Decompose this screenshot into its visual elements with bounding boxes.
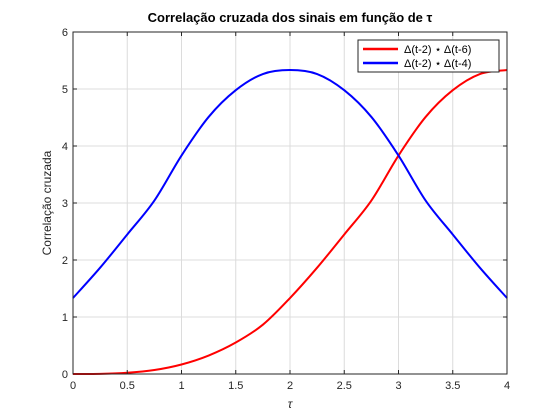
ticks: 0 0.5 1 1.5 2 2.5 3 3.5 4 0 1 2 3 4 5 6 <box>62 27 510 392</box>
legend: Δ(t-2) ⋆ Δ(t-6) Δ(t-2) ⋆ Δ(t-4) <box>357 39 500 73</box>
y-tick-label: 3 <box>62 198 68 210</box>
legend-entry-series-2: Δ(t-2) ⋆ Δ(t-4) <box>404 58 471 70</box>
y-tick-label: 4 <box>62 141 68 153</box>
x-axis-label: τ <box>288 397 294 411</box>
series-line-1 <box>72 69 508 376</box>
y-axis-label: Correlação cruzada <box>40 150 54 255</box>
x-tick-label: 3 <box>395 380 401 392</box>
x-tick-label: 2 <box>287 380 293 392</box>
x-tick-label: 0.5 <box>120 380 135 392</box>
y-tick-label: 5 <box>62 84 68 96</box>
x-tick-label: 1 <box>178 380 184 392</box>
y-tick-label: 1 <box>62 312 68 324</box>
x-tick-label: 1.5 <box>228 380 243 392</box>
x-tick-label: 3.5 <box>445 380 460 392</box>
chart-title: Correlação cruzada dos sinais em função … <box>148 10 433 25</box>
legend-box <box>357 39 500 73</box>
y-tick-label: 2 <box>62 255 68 267</box>
x-tick-label: 4 <box>504 380 510 392</box>
series-line-2 <box>72 69 508 299</box>
legend-entry-series-1: Δ(t-2) ⋆ Δ(t-6) <box>404 44 471 56</box>
y-tick-label: 0 <box>62 369 68 381</box>
series-layer <box>72 69 508 376</box>
x-tick-label: 2.5 <box>337 380 352 392</box>
y-tick-label: 6 <box>62 27 68 39</box>
x-tick-label: 0 <box>70 380 76 392</box>
